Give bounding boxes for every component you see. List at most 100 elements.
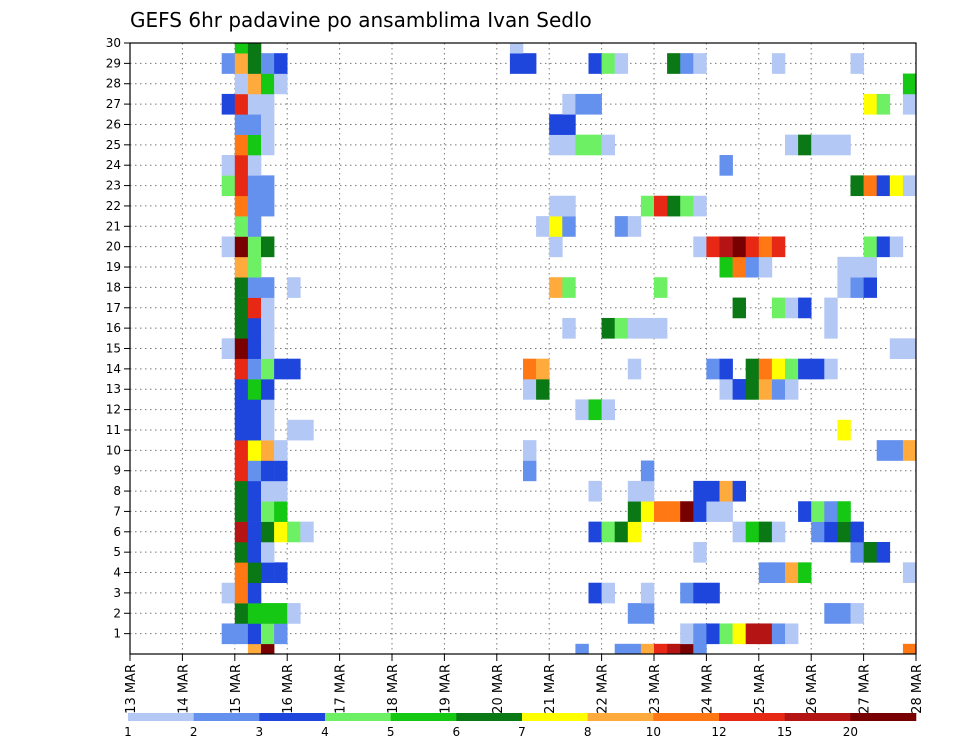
heatmap-cell [247,134,262,156]
heatmap-cell [654,317,668,339]
heatmap-cell [640,501,655,522]
heatmap-cell [771,562,786,584]
heatmap-cell [234,256,249,278]
heatmap-cell [785,297,799,319]
heatmap-cell [706,582,720,604]
heatmap-cell [247,643,262,655]
heatmap-cell [680,582,694,604]
heatmap-cell [706,501,720,522]
heatmap-cell [247,53,262,74]
heatmap-cell [614,521,629,543]
heatmap-cell [287,277,301,298]
heatmap-cell [614,53,629,74]
y-tick-label: 3 [113,586,121,600]
heatmap-cell [261,114,275,135]
heatmap-cell [247,277,262,298]
heatmap-cell [785,562,799,584]
chart-title: GEFS 6hr padavine po ansamblima Ivan Sed… [130,8,592,32]
heatmap-cell [758,236,773,258]
colorbar-swatch [587,713,654,721]
y-tick-label: 6 [113,525,121,539]
heatmap-cell [247,541,262,563]
heatmap-cell [719,623,733,645]
heatmap-cell [247,155,262,176]
colorbar-label: 7 [518,725,526,739]
heatmap-cell [771,623,786,645]
colorbar-swatch [259,713,326,721]
heatmap-cell [902,175,917,197]
heatmap-cell [261,419,275,441]
heatmap-cell [247,460,262,482]
heatmap-cell [627,358,642,380]
heatmap-cell [876,93,891,115]
heatmap-cell [732,623,746,645]
colorbar-swatch [390,713,457,721]
y-tick-label: 4 [113,566,121,580]
heatmap-cell [693,582,707,604]
heatmap-cell [706,358,720,380]
heatmap-cell [824,501,838,522]
heatmap-cell [536,216,550,237]
heatmap-cell [234,114,249,135]
heatmap-cell [247,440,262,461]
heatmap-cell [627,216,642,237]
heatmap-cell [837,521,851,543]
heatmap-cell [247,501,262,522]
heatmap-cell [719,480,733,502]
heatmap-cell [261,521,275,543]
y-tick-label: 14 [106,362,121,376]
heatmap-cell [234,297,249,319]
heatmap-cell [588,93,602,115]
colorbar-label: 5 [387,725,395,739]
heatmap-cell [785,358,799,380]
x-tick-label: 23 MAR [648,664,663,714]
heatmap-cell [261,480,275,502]
heatmap-cell [719,358,733,380]
heatmap-cell [588,480,602,502]
heatmap-cell [824,297,838,319]
x-axis: 13 MAR 14 MAR 15 MAR 16 MAR 17 MAR 18 MAR 19 M… [124,654,925,714]
heatmap-cell [601,134,615,156]
heatmap-cell [274,440,288,461]
heatmap-cell [627,317,642,339]
heatmap-cell [261,93,275,115]
heatmap-cell [732,236,746,258]
heatmap-cell [575,93,589,115]
heatmap-cell [627,480,642,502]
heatmap-cell [824,134,838,156]
heatmap-cell [863,256,877,278]
x-tick-label: 21 MAR [543,664,558,714]
heatmap-cell [889,236,904,258]
heatmap-cell [234,134,249,156]
heatmap-cell [261,541,275,563]
heatmap-cell [811,501,825,522]
heatmap-cell [798,562,812,584]
heatmap-cell [261,338,275,359]
heatmap-cell [798,501,812,522]
colorbar-swatch [850,713,917,721]
heatmap-cell [575,643,589,655]
heatmap-cell [234,155,249,176]
heatmap-cell [261,73,275,95]
heatmap-cell [261,379,275,400]
heatmap-cell [654,277,668,298]
heatmap-cell [274,53,288,74]
heatmap-cell [771,236,786,258]
heatmap-cell [261,317,275,339]
heatmap-cell [601,317,615,339]
heatmap-cell [837,277,851,298]
heatmap-cell [536,379,550,400]
heatmap-cell [261,501,275,522]
heatmap-cell [274,480,288,502]
heatmap-cell [719,379,733,400]
heatmap-cell [261,440,275,461]
heatmap-cell [863,236,877,258]
heatmap-cell [640,643,655,655]
heatmap-cell [575,134,589,156]
heatmap-cell [719,155,733,176]
heatmap-cell [824,521,838,543]
heatmap-cell [562,216,576,237]
heatmap-cell [247,623,262,645]
colorbar-swatch [719,713,785,721]
heatmap-cell [261,643,275,655]
